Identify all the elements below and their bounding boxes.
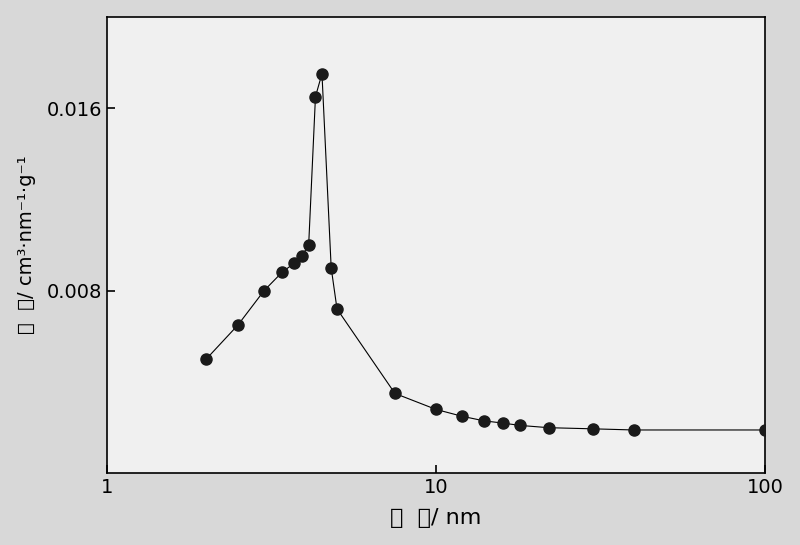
Y-axis label: 孔  容/ cm³·nm⁻¹·g⁻¹: 孔 容/ cm³·nm⁻¹·g⁻¹ [17, 156, 36, 334]
X-axis label: 孔  径/ nm: 孔 径/ nm [390, 508, 482, 528]
